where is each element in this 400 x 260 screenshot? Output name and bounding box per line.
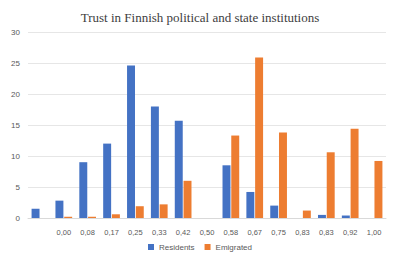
svg-text:0,83: 0,83 — [319, 228, 334, 237]
svg-text:0,25: 0,25 — [128, 228, 143, 237]
svg-text:Residents: Residents — [159, 243, 195, 252]
svg-text:0,08: 0,08 — [80, 228, 95, 237]
svg-text:0,17: 0,17 — [104, 228, 119, 237]
svg-text:25: 25 — [11, 59, 20, 68]
svg-text:0,75: 0,75 — [271, 228, 286, 237]
svg-text:0,50: 0,50 — [200, 228, 215, 237]
svg-text:5: 5 — [16, 183, 21, 192]
svg-text:1,00: 1,00 — [367, 228, 382, 237]
svg-text:30: 30 — [11, 28, 20, 37]
svg-text:0,83: 0,83 — [295, 228, 310, 237]
svg-text:0,67: 0,67 — [247, 228, 262, 237]
svg-text:0,00: 0,00 — [56, 228, 71, 237]
svg-text:15: 15 — [11, 121, 20, 130]
svg-text:0: 0 — [16, 214, 21, 223]
svg-text:0,33: 0,33 — [152, 228, 167, 237]
svg-text:Trust in Finnish political and: Trust in Finnish political and state ins… — [81, 10, 320, 25]
svg-text:Emigrated: Emigrated — [216, 243, 252, 252]
svg-text:0,58: 0,58 — [224, 228, 239, 237]
svg-text:0,42: 0,42 — [176, 228, 191, 237]
svg-text:10: 10 — [11, 152, 20, 161]
svg-text:20: 20 — [11, 90, 20, 99]
svg-text:0,92: 0,92 — [343, 228, 358, 237]
